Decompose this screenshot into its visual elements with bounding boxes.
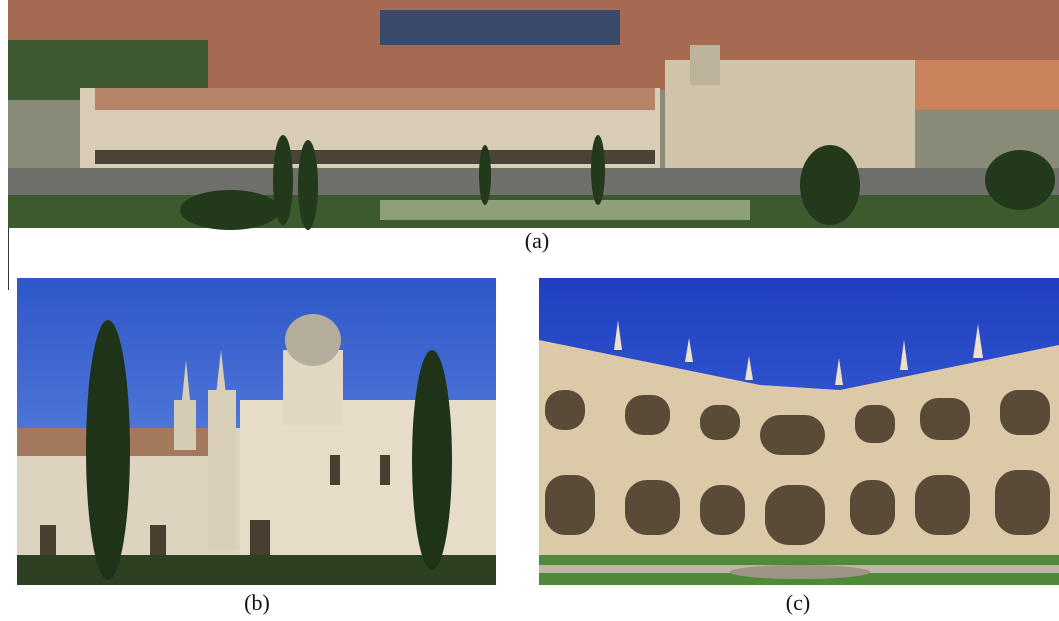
photo-c — [539, 278, 1059, 585]
photo-a — [8, 0, 1059, 230]
caption: (b) — [244, 590, 270, 615]
caption: (a) — [525, 228, 549, 253]
caption: (c) — [786, 590, 810, 615]
photo-b — [17, 278, 496, 585]
